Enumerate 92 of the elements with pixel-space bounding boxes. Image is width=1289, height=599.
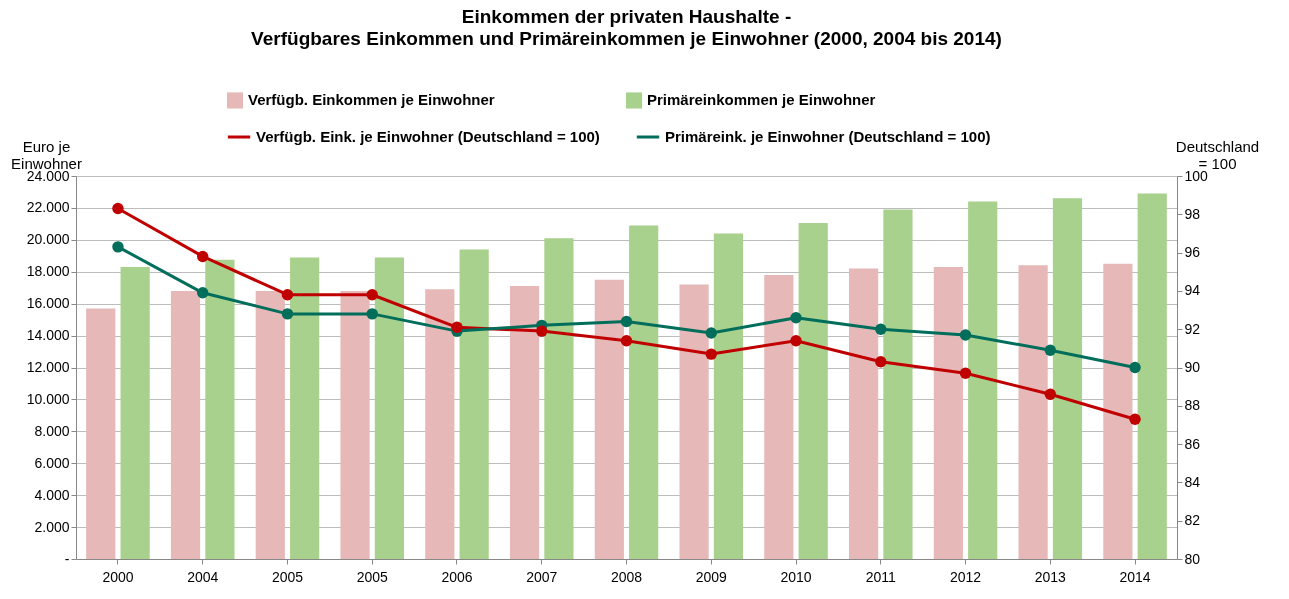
- point: [790, 312, 802, 324]
- bar: [205, 259, 235, 559]
- legend-label: Verfügb. Eink. je Einwohner (Deutschland = 100): [256, 128, 600, 145]
- point: [1044, 388, 1056, 400]
- point: [451, 321, 463, 333]
- x-tick-label: 2012: [949, 568, 982, 585]
- bar: [933, 266, 963, 559]
- bar: [86, 308, 116, 559]
- x-tick-label: 2005: [271, 568, 304, 585]
- y-tick-label: 4.000: [34, 486, 70, 503]
- bar: [1103, 263, 1133, 559]
- point: [705, 348, 717, 360]
- bar: [679, 284, 709, 559]
- point: [536, 325, 548, 337]
- legend-label: Primäreinkommen je Einwohner: [647, 91, 876, 109]
- y2-tick-label: 88: [1184, 397, 1201, 414]
- bar: [1137, 193, 1167, 559]
- point: [281, 308, 294, 320]
- y2-tick-label: 80: [1184, 550, 1201, 567]
- x-tick-label: 2014: [1119, 568, 1151, 585]
- y2-tick-label: 90: [1184, 359, 1201, 375]
- x-tick-label: 2000: [102, 568, 134, 585]
- y-tick-label: 10.000: [26, 390, 70, 407]
- point: [366, 308, 378, 320]
- point: [1129, 361, 1141, 374]
- bar: [170, 290, 201, 559]
- bar: [340, 290, 370, 559]
- x-tick-label: 2010: [780, 568, 812, 585]
- bar: [629, 225, 659, 559]
- bar: [459, 249, 489, 559]
- point: [959, 329, 972, 341]
- y2-tick-label: 84: [1184, 473, 1201, 490]
- point: [281, 289, 294, 301]
- legend-label: Primäreink. je Einwohner (Deutschland = 100): [665, 128, 991, 145]
- bar: [848, 268, 879, 559]
- y-tick-label: 14.000: [26, 327, 70, 344]
- y-tick-label: 6.000: [34, 454, 70, 471]
- chart-subtitle: Verfügbares Einkommen und Primäreinkommen je Einwohner (2000, 2004 bis 2014): [251, 28, 1002, 49]
- bar: [290, 257, 320, 559]
- x-tick-label: 2013: [1034, 568, 1067, 585]
- point: [875, 356, 887, 368]
- y-tick-label: 8.000: [34, 422, 70, 439]
- bar: [509, 286, 540, 559]
- legend-label: Verfügb. Einkommen je Einwohner: [248, 91, 495, 109]
- point: [1129, 413, 1141, 425]
- chart-title: Einkommen der privaten Haushalte -: [461, 6, 792, 27]
- y2-tick-label: 86: [1184, 435, 1201, 452]
- bar: [255, 290, 285, 559]
- bar: [1018, 265, 1048, 559]
- point: [197, 287, 209, 299]
- y-tick-label: 12.000: [26, 359, 70, 375]
- point: [620, 315, 633, 328]
- bar: [764, 274, 794, 559]
- point: [1044, 344, 1056, 356]
- point: [875, 323, 887, 335]
- y2-tick-label: 82: [1184, 512, 1201, 529]
- point: [620, 335, 633, 347]
- bar: [374, 257, 405, 559]
- y-tick-label: 18.000: [26, 263, 70, 280]
- point: [959, 367, 972, 379]
- y-tick-label: -: [64, 550, 70, 567]
- y2-tick-label: 98: [1184, 205, 1201, 222]
- y-tick-label: 22.000: [26, 199, 70, 216]
- point: [705, 327, 717, 339]
- y2-tick-label: 94: [1184, 282, 1201, 299]
- point: [112, 202, 124, 215]
- x-tick-label: 2004: [187, 568, 219, 585]
- bar: [120, 266, 150, 559]
- point: [366, 289, 378, 301]
- bar: [594, 279, 624, 559]
- x-tick-label: 2006: [441, 568, 473, 585]
- point: [790, 335, 802, 347]
- point: [197, 250, 209, 263]
- x-tick-label: 2005: [356, 568, 389, 585]
- bar: [544, 238, 574, 559]
- point: [112, 241, 124, 253]
- x-tick-label: 2011: [865, 568, 897, 585]
- y-tick-label: 20.000: [26, 231, 70, 248]
- y2-tick-label: 96: [1184, 244, 1201, 261]
- x-tick-label: 2007: [526, 568, 558, 585]
- y2-tick-label: 92: [1184, 320, 1201, 337]
- bar: [425, 289, 455, 559]
- x-tick-label: 2008: [610, 568, 643, 585]
- bar: [798, 223, 828, 559]
- bar: [968, 201, 998, 559]
- bar: [1052, 198, 1083, 559]
- y-axis-title: Euro je Einwohner: [11, 137, 82, 172]
- x-tick-label: 2009: [695, 568, 728, 585]
- bar: [713, 233, 744, 559]
- bar: [883, 209, 913, 559]
- y-tick-label: 16.000: [26, 295, 70, 312]
- y-tick-label: 2.000: [34, 518, 70, 535]
